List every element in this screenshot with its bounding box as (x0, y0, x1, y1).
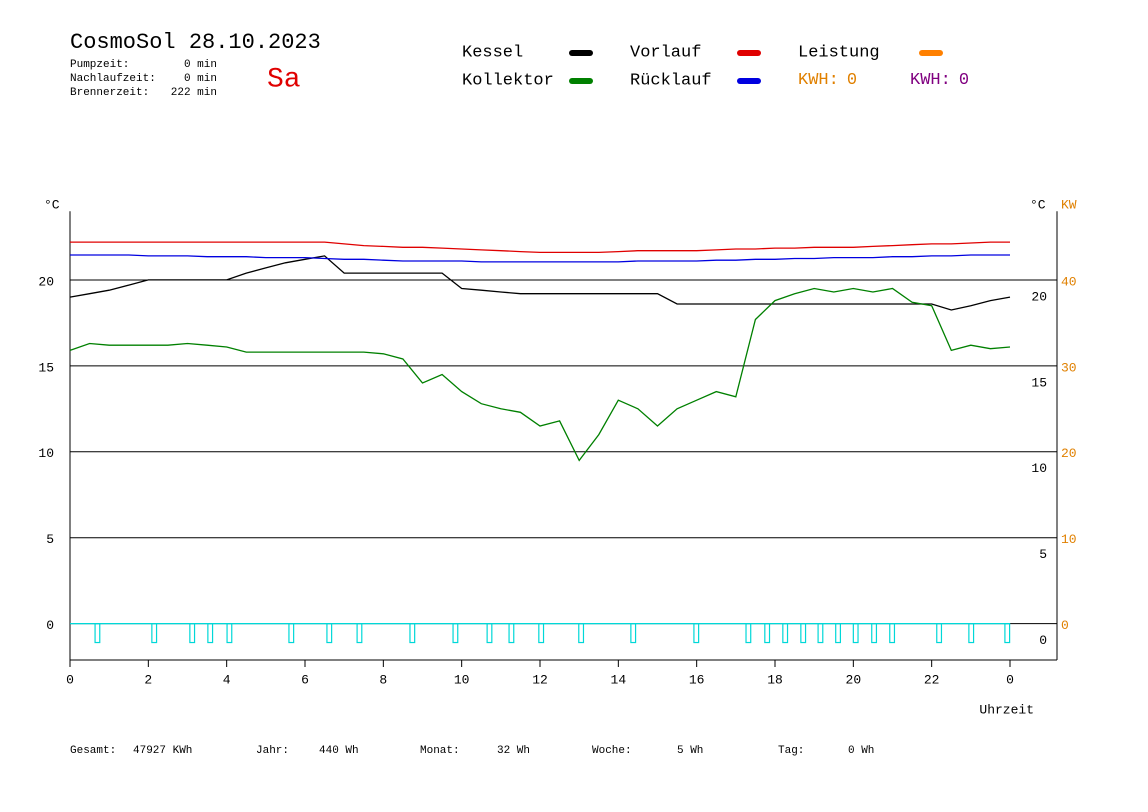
pump-pulse (852, 623, 859, 644)
legend-label: Kessel (462, 43, 523, 62)
footer-value: 0 Wh (848, 745, 874, 757)
x-tick-label: 18 (767, 672, 783, 687)
kwh-text: KWH: (910, 71, 951, 90)
footer-label: Jahr: (256, 745, 289, 757)
legend-label: Rücklauf (630, 71, 712, 90)
pump-pulse (889, 623, 896, 644)
y-tick-label: 5 (46, 532, 54, 547)
y-unit: °C (44, 197, 60, 212)
x-axis-label: Uhrzeit (979, 702, 1034, 717)
y-tick-label-right: 0 (1039, 633, 1047, 648)
x-tick-label: 20 (846, 672, 862, 687)
footer-value: 440 Wh (319, 745, 359, 757)
y-tick-label: 0 (46, 618, 54, 633)
y2-unit: °C (1030, 197, 1046, 212)
pump-pulse (207, 623, 214, 644)
y-tick-label-right: 15 (1031, 375, 1047, 390)
y2-tick-label: 0 (1061, 618, 1069, 633)
pump-pulse (871, 623, 878, 644)
footer-label: Tag: (778, 745, 804, 757)
footer-value: 32 Wh (497, 745, 530, 757)
pump-pulse (189, 623, 196, 644)
pump-pulse (800, 623, 807, 644)
pump-pulse (968, 623, 975, 644)
stat-value: 222 min (171, 87, 217, 99)
footer-label: Woche: (592, 745, 632, 757)
pump-pulse (326, 623, 333, 644)
series-line (70, 241, 1010, 254)
stat-value: 0 min (184, 59, 217, 71)
pump-pulse (486, 623, 493, 644)
footer-value: 47927 KWh (133, 745, 192, 757)
series-line (69, 287, 1011, 462)
x-tick-label: 0 (66, 672, 74, 687)
stat-label: Brennerzeit: (70, 87, 149, 99)
y-tick-label: 15 (38, 360, 54, 375)
y-tick-label-right: 20 (1031, 289, 1047, 304)
series-line (69, 255, 1011, 311)
pump-pulse (356, 623, 363, 644)
x-tick-label: 2 (144, 672, 152, 687)
stat-value: 0 min (184, 73, 217, 85)
x-tick-label: 12 (532, 672, 548, 687)
pump-pulse (226, 623, 233, 644)
y3-unit: KW (1061, 197, 1077, 212)
pump-pulse (764, 623, 771, 644)
x-tick-label: 10 (454, 672, 470, 687)
stat-label: Nachlaufzeit: (70, 73, 156, 85)
x-tick-label: 16 (689, 672, 705, 687)
x-tick-label: 14 (611, 672, 627, 687)
y-tick-label-right: 10 (1031, 461, 1047, 476)
pump-pulse (782, 623, 789, 644)
y-tick-label-right: 5 (1039, 547, 1047, 562)
kwh-value: 0 (959, 71, 969, 90)
pump-pulse (94, 623, 101, 644)
pump-pulse (409, 623, 416, 644)
pump-pulse (936, 623, 943, 644)
x-tick-label: 8 (379, 672, 387, 687)
y2-tick-label: 20 (1061, 446, 1077, 461)
pump-pulse (538, 623, 545, 644)
pump-pulse (508, 623, 515, 644)
y-tick-label: 10 (38, 446, 54, 461)
legend-label: Leistung (798, 43, 880, 62)
pump-pulse (1004, 623, 1011, 644)
footer-label: Monat: (420, 745, 460, 757)
y-tick-label: 20 (38, 274, 54, 289)
x-tick-label: 4 (223, 672, 231, 687)
kwh-text: KWH: (798, 71, 839, 90)
stat-label: Pumpzeit: (70, 59, 129, 71)
footer-value: 5 Wh (677, 745, 703, 757)
pump-pulse (452, 623, 459, 644)
y2-tick-label: 40 (1061, 274, 1077, 289)
footer-label: Gesamt: (70, 745, 116, 757)
kwh-label: KWH: 0 (910, 71, 969, 90)
series-line (70, 254, 1010, 263)
pump-pulse (745, 623, 752, 644)
chart-title: CosmoSol 28.10.2023 (70, 30, 321, 55)
legend-label: Kollektor (462, 71, 554, 90)
y2-tick-label: 10 (1061, 532, 1077, 547)
pump-pulse (817, 623, 824, 644)
pump-pulse (578, 623, 585, 644)
y2-tick-label: 30 (1061, 360, 1077, 375)
pump-pulse (693, 623, 700, 644)
kwh-label: KWH: 0 (798, 71, 857, 90)
weekday: Sa (267, 64, 301, 95)
x-tick-label: 0 (1006, 672, 1014, 687)
pump-pulse (835, 623, 842, 644)
pump-pulse (151, 623, 158, 644)
pump-pulse (630, 623, 637, 644)
legend-label: Vorlauf (630, 43, 701, 62)
x-tick-label: 6 (301, 672, 309, 687)
x-tick-label: 22 (924, 672, 940, 687)
kwh-value: 0 (847, 71, 857, 90)
pump-pulse (288, 623, 295, 644)
